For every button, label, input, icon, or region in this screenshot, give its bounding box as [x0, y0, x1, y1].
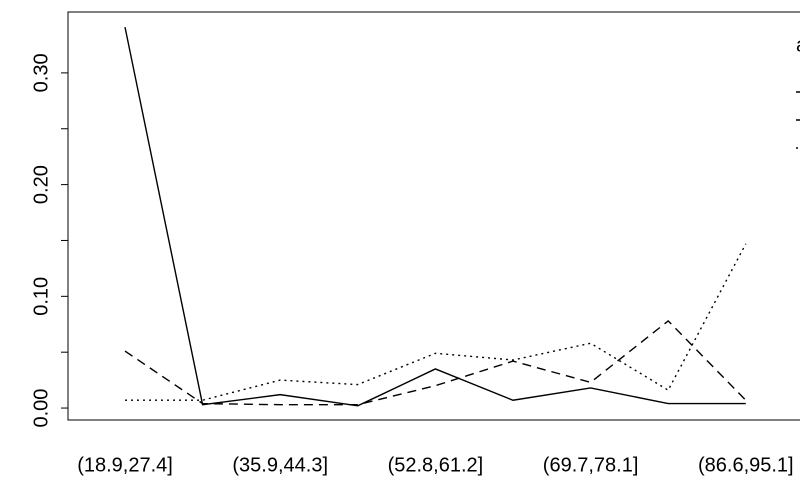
- y-tick-label: 0.00: [30, 389, 52, 428]
- x-tick-label: (18.9,27.4]: [77, 454, 173, 476]
- x-tick-label: (86.6,95.1]: [698, 454, 794, 476]
- x-tick-label: (52.8,61.2]: [388, 454, 484, 476]
- y-tick-label: 0.30: [30, 53, 52, 92]
- series-line: [124, 26, 746, 407]
- series-line: [125, 243, 747, 401]
- x-tick-label: (35.9,44.3]: [232, 454, 328, 476]
- plot-frame: [67, 11, 800, 421]
- legend-title: a: [796, 34, 800, 56]
- x-tick-label: (69.7,78.1]: [543, 454, 639, 476]
- y-tick-label: 0.20: [30, 165, 52, 204]
- series-line: [124, 319, 747, 406]
- y-tick-label: 0.10: [30, 277, 52, 316]
